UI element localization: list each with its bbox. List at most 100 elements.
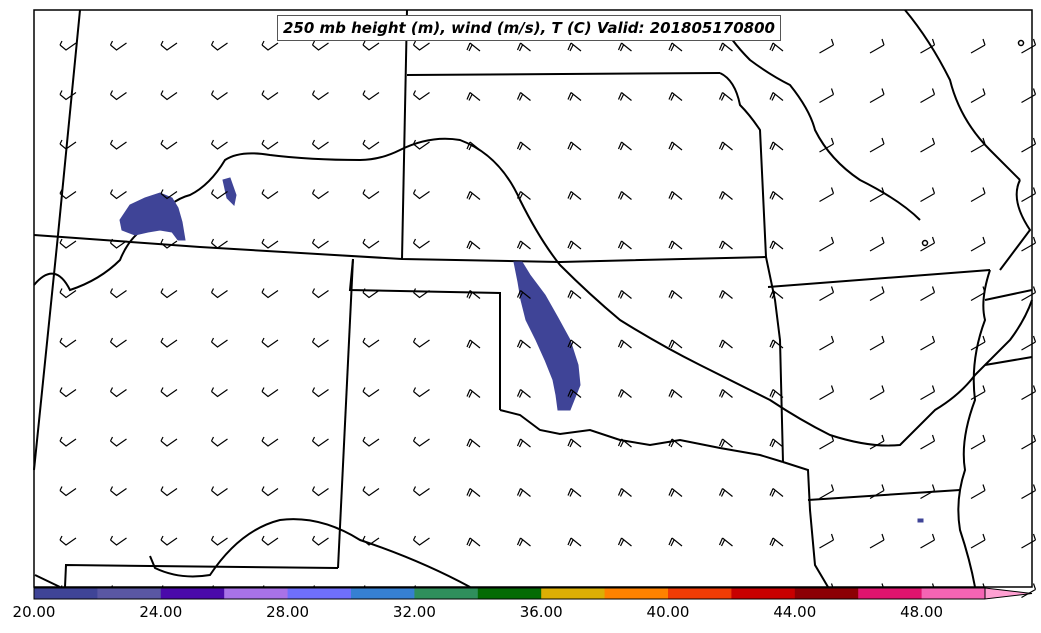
wind-barb <box>567 438 582 448</box>
wind-barb <box>362 238 380 249</box>
colorbar-outline <box>33 587 985 600</box>
colorbar-segment <box>731 588 796 599</box>
wind-barb <box>516 290 531 299</box>
wind-barb <box>59 40 77 51</box>
wind-barb <box>567 290 582 299</box>
wind-barb <box>869 335 885 351</box>
wind-barb <box>668 191 683 200</box>
wind-barb <box>210 139 228 150</box>
wind-barb <box>769 92 784 101</box>
wind-barb <box>668 92 683 101</box>
wind-barb <box>516 191 531 200</box>
wind-barb <box>109 436 127 447</box>
wind-barb <box>516 42 531 52</box>
wind-barb <box>869 286 885 302</box>
wind-barb <box>466 488 481 497</box>
wind-barb <box>466 191 481 200</box>
wind-barb <box>869 533 885 549</box>
wind-barb <box>210 288 228 299</box>
wind-barb <box>718 537 733 547</box>
wind-barb <box>412 436 430 447</box>
wind-barb <box>819 88 835 104</box>
wind-barb <box>59 238 77 249</box>
wind-barb <box>466 339 481 349</box>
wind-barb <box>362 486 380 497</box>
wind-barb <box>160 40 178 51</box>
wind-barb <box>412 337 430 348</box>
wind-barb <box>261 387 279 398</box>
colorbar-extend-arrow <box>984 587 1033 600</box>
wind-barb <box>869 236 885 252</box>
wind-barb <box>261 436 279 447</box>
wind-barb <box>362 535 380 546</box>
wind-barb <box>466 42 481 52</box>
wind-barb <box>1021 385 1037 401</box>
wind-barb <box>970 286 986 302</box>
wind-barb <box>516 141 531 151</box>
wind-barb <box>412 238 430 249</box>
wind-barb <box>769 438 784 448</box>
wind-barb <box>718 191 733 200</box>
wind-barb <box>1021 187 1037 203</box>
wind-barb <box>261 486 279 497</box>
wind-barb <box>160 90 178 101</box>
wind-barb <box>210 535 228 546</box>
wind-barb <box>668 339 683 349</box>
wind-barb <box>210 337 228 348</box>
colorbar-segment <box>858 588 923 599</box>
wind-barb <box>412 189 430 200</box>
wind-barb <box>160 139 178 150</box>
wind-barb <box>769 42 784 52</box>
wind-barb <box>516 240 531 250</box>
wind-barb <box>617 537 632 547</box>
wind-barb <box>1021 38 1037 54</box>
wind-barb <box>920 38 936 54</box>
wind-barb <box>920 484 936 500</box>
wind-barb <box>516 92 531 101</box>
wind-barb <box>567 339 582 349</box>
colorbar-segment <box>668 588 732 599</box>
wind-barb <box>567 141 582 151</box>
colorbar-segment <box>477 588 542 599</box>
wind-barb <box>311 486 329 497</box>
wind-barb <box>311 535 329 546</box>
wind-barb <box>970 533 986 549</box>
wind-barb <box>59 337 77 348</box>
wind-barb <box>516 389 531 398</box>
wind-barb <box>819 286 835 302</box>
wind-barb <box>109 189 127 200</box>
wind-barb <box>59 535 77 546</box>
wind-barb <box>109 387 127 398</box>
wind-barb <box>311 387 329 398</box>
wind-barb <box>769 389 784 398</box>
wind-barb <box>869 38 885 54</box>
wind-barb <box>819 385 835 401</box>
wind-barb <box>1021 533 1037 549</box>
wind-barb <box>261 337 279 348</box>
wind-barb <box>160 288 178 299</box>
wind-barb <box>362 189 380 200</box>
wind-barb <box>617 141 632 151</box>
wind-barb <box>617 240 632 250</box>
wind-barb <box>970 236 986 252</box>
wind-barb <box>567 191 582 200</box>
wind-barb <box>516 438 531 448</box>
wind-barb <box>109 535 127 546</box>
colorbar-tick-label: 40.00 <box>646 603 690 621</box>
wind-barb <box>261 40 279 51</box>
wind-barb <box>1021 335 1037 351</box>
wind-barb <box>109 139 127 150</box>
wind-barb <box>311 436 329 447</box>
wind-barb <box>769 339 784 349</box>
wind-barb <box>567 389 582 398</box>
wind-barb <box>466 290 481 299</box>
wind-barb <box>261 288 279 299</box>
wind-barb <box>311 40 329 51</box>
shaded-field <box>119 177 924 523</box>
wind-barb <box>362 90 380 101</box>
wind-barb <box>516 537 531 547</box>
wind-barb <box>617 290 632 299</box>
wind-barb <box>668 42 683 52</box>
wind-barb <box>160 486 178 497</box>
wind-barb <box>819 484 835 500</box>
